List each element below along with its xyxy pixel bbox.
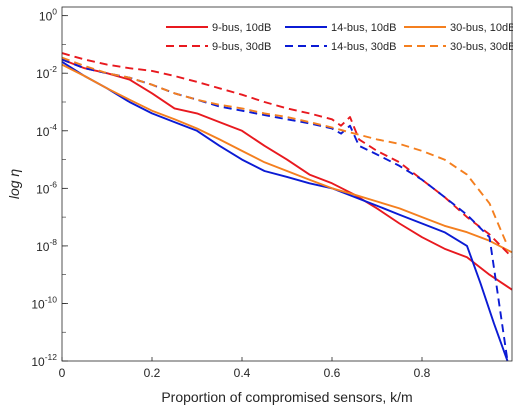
- y-tick-label: 10-10: [31, 294, 57, 311]
- series-line-2: [61, 60, 509, 362]
- y-axis: 10-12 10-10 10-8 10-6 10-4 10-2 100: [31, 7, 68, 369]
- y-tick-label: 10-6: [36, 179, 57, 196]
- x-tick-label: 0: [59, 366, 66, 380]
- series-line-3: [61, 63, 513, 254]
- y-tick-label: 10-4: [36, 122, 57, 139]
- x-tick-label: 0.8: [414, 366, 431, 380]
- x-axis: 0 0.2 0.4 0.6 0.8: [59, 357, 431, 380]
- y-tick-label: 10-8: [36, 237, 57, 254]
- y-tick-label: 10-12: [31, 352, 57, 369]
- x-axis-label: Proportion of compromised sensors, k/m: [161, 389, 412, 405]
- y-tick-label: 100: [39, 7, 57, 24]
- plot-background: [62, 7, 512, 361]
- series-line-1: [61, 58, 513, 291]
- plot-frame: [61, 6, 513, 362]
- series-layer: [61, 52, 513, 362]
- legend: 9-bus, 10dB 14-bus, 10dB 30-bus, 10dB 9-bus…: [166, 22, 513, 53]
- y-axis-label: log η: [6, 169, 22, 200]
- legend-label: 30-bus, 10dB: [450, 22, 513, 34]
- legend-label: 30-bus, 30dB: [450, 41, 513, 53]
- legend-label: 14-bus, 30dB: [331, 41, 396, 53]
- y-tick-label: 10-2: [36, 64, 57, 81]
- legend-label: 9-bus, 10dB: [212, 22, 271, 34]
- x-tick-label: 0.2: [144, 366, 161, 380]
- legend-label: 9-bus, 30dB: [212, 41, 271, 53]
- legend-label: 14-bus, 10dB: [331, 22, 396, 34]
- x-tick-label: 0.4: [234, 366, 251, 380]
- x-tick-label: 0.6: [324, 366, 341, 380]
- series-line-6: [61, 56, 509, 247]
- series-line-5: [61, 58, 509, 362]
